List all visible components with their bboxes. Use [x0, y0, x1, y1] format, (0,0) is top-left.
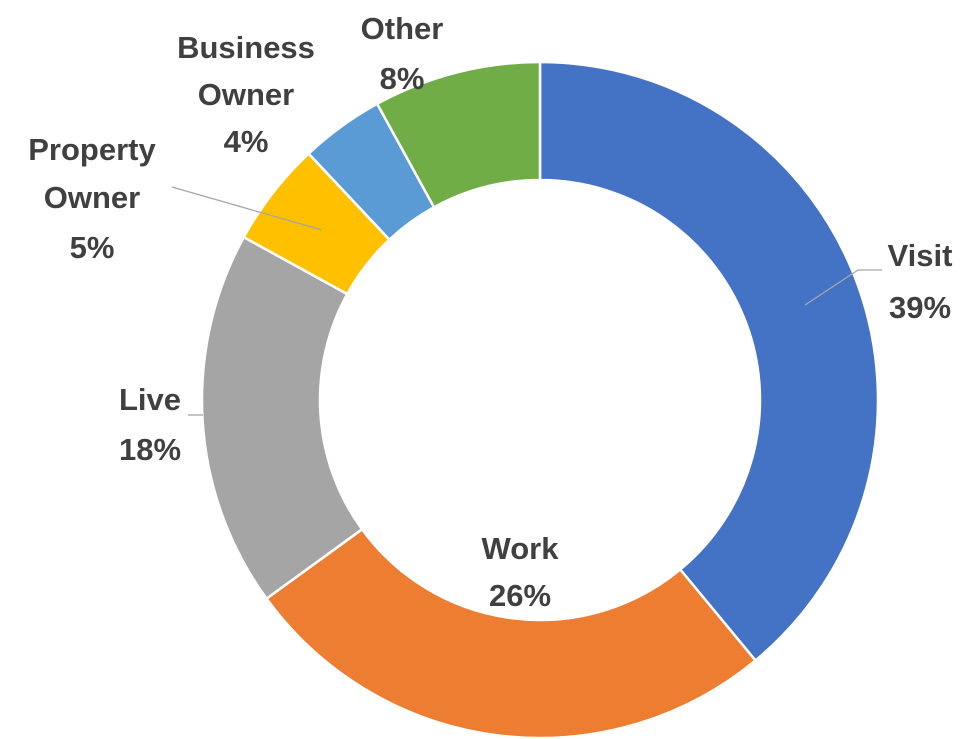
slice-live: [200, 235, 364, 601]
slice-label-other: Other: [361, 11, 444, 46]
leader-lines: [171, 186, 882, 416]
slice-label-property-owner: Owner: [44, 180, 140, 215]
slice-label-visit: Visit: [888, 238, 953, 273]
slice-label-live: Live: [119, 382, 181, 417]
slice-value-other: 8%: [380, 61, 425, 96]
slice-label-business-owner: Business: [177, 30, 315, 65]
slice-label-property-owner: Property: [28, 132, 156, 167]
slice-label-work: Work: [482, 531, 560, 566]
data-label-business-owner: Business Owner 4%: [177, 30, 315, 159]
slice-value-live: 18%: [119, 432, 181, 467]
slice-value-work: 26%: [489, 578, 551, 613]
slice-other: [375, 60, 542, 209]
slice-visit: [538, 60, 880, 663]
slice-work: [264, 527, 758, 739]
slice-label-business-owner: Owner: [198, 77, 294, 112]
leader-line-property-owner: [171, 186, 323, 231]
data-label-other: Other 8%: [361, 11, 444, 96]
data-label-live: Live 18%: [119, 382, 181, 467]
data-labels: Visit 39% Work 26% Live 18% Property Owner 5% Bus…: [28, 11, 952, 613]
data-label-work: Work 26%: [482, 531, 560, 613]
slice-value-business-owner: 4%: [224, 124, 269, 159]
slice-value-visit: 39%: [889, 290, 951, 325]
data-label-visit: Visit 39%: [888, 238, 953, 325]
donut-slices: [200, 60, 880, 739]
data-label-property-owner: Property Owner 5%: [28, 132, 156, 265]
leader-line-visit: [804, 269, 882, 306]
slice-value-property-owner: 5%: [70, 230, 115, 265]
